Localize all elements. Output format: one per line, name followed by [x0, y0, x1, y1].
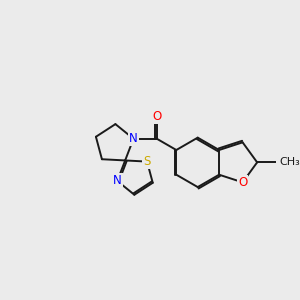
Text: O: O — [152, 110, 161, 123]
Text: CH₃: CH₃ — [279, 158, 300, 167]
Text: S: S — [143, 155, 151, 168]
Text: O: O — [238, 176, 247, 189]
Text: N: N — [113, 174, 122, 188]
Text: N: N — [129, 132, 138, 145]
